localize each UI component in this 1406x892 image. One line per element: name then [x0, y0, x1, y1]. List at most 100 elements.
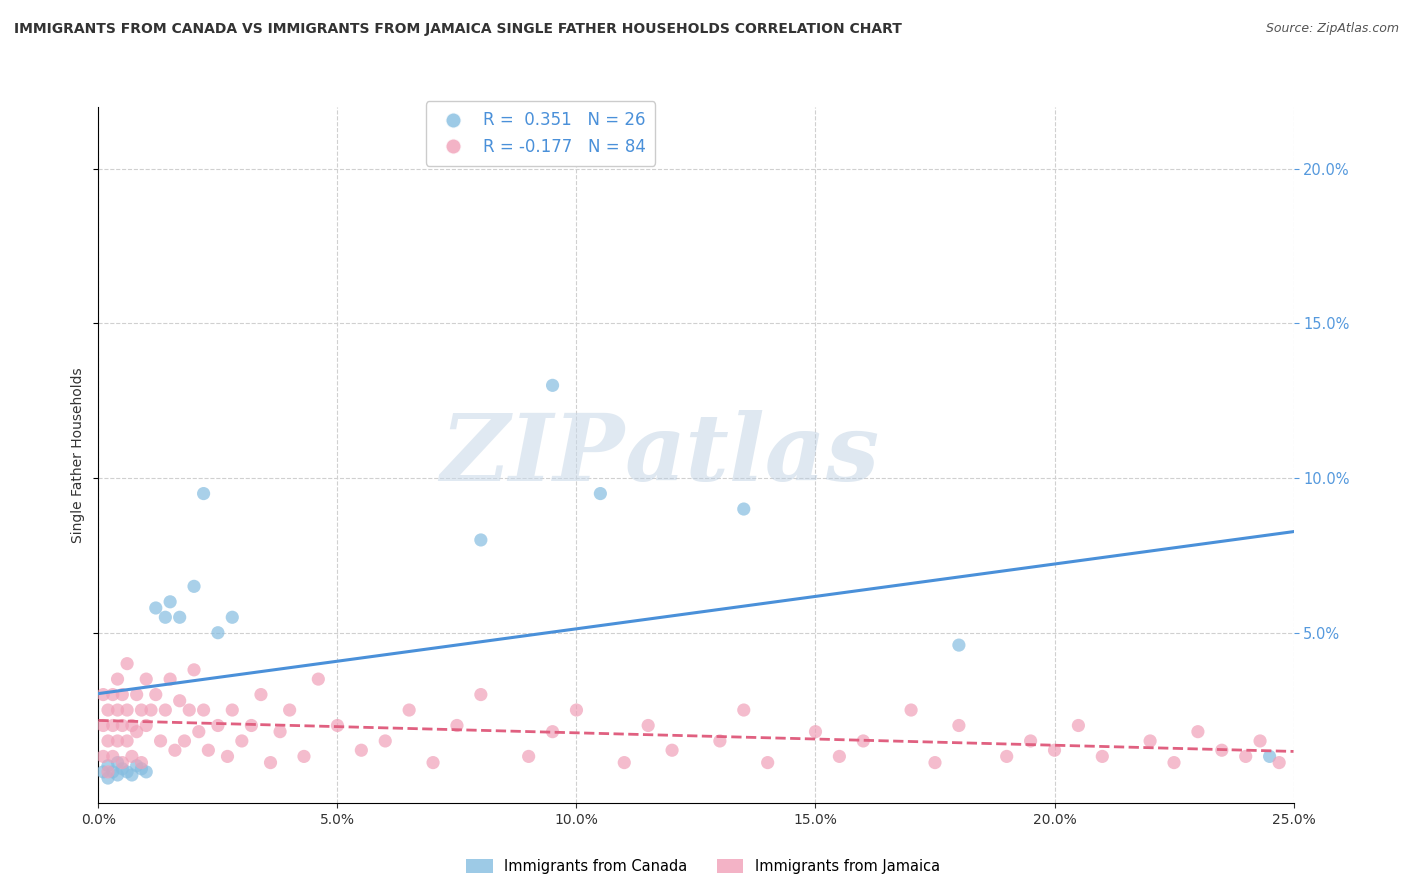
Point	[613, 756, 636, 770]
Point	[131, 703, 153, 717]
Point	[115, 734, 138, 748]
Legend: Immigrants from Canada, Immigrants from Jamaica: Immigrants from Canada, Immigrants from …	[461, 854, 945, 880]
Point	[250, 688, 273, 702]
Y-axis label: Single Father Households: Single Father Households	[72, 368, 86, 542]
Point	[97, 734, 120, 748]
Point	[131, 762, 153, 776]
Point	[135, 718, 157, 732]
Point	[183, 579, 205, 593]
Point	[374, 734, 396, 748]
Point	[169, 694, 191, 708]
Point	[637, 718, 659, 732]
Point	[135, 672, 157, 686]
Point	[183, 663, 205, 677]
Text: Source: ZipAtlas.com: Source: ZipAtlas.com	[1265, 22, 1399, 36]
Text: IMMIGRANTS FROM CANADA VS IMMIGRANTS FROM JAMAICA SINGLE FATHER HOUSEHOLDS CORRE: IMMIGRANTS FROM CANADA VS IMMIGRANTS FRO…	[14, 22, 901, 37]
Point	[101, 718, 124, 732]
Point	[1067, 718, 1090, 732]
Point	[145, 688, 167, 702]
Point	[422, 756, 444, 770]
Point	[326, 718, 349, 732]
Point	[1234, 749, 1257, 764]
Point	[541, 724, 564, 739]
Point	[828, 749, 851, 764]
Point	[101, 764, 124, 779]
Point	[995, 749, 1018, 764]
Point	[111, 718, 134, 732]
Point	[125, 724, 148, 739]
Point	[179, 703, 201, 717]
Point	[111, 756, 134, 770]
Point	[756, 756, 779, 770]
Legend: R =  0.351   N = 26, R = -0.177   N = 84: R = 0.351 N = 26, R = -0.177 N = 84	[426, 102, 655, 166]
Point	[163, 743, 186, 757]
Point	[121, 768, 143, 782]
Point	[398, 703, 420, 717]
Point	[91, 718, 114, 732]
Point	[107, 734, 129, 748]
Point	[1187, 724, 1209, 739]
Point	[231, 734, 253, 748]
Point	[107, 768, 129, 782]
Point	[97, 764, 120, 779]
Point	[111, 688, 134, 702]
Point	[159, 595, 181, 609]
Point	[470, 533, 492, 547]
Point	[1139, 734, 1161, 748]
Point	[221, 610, 243, 624]
Point	[1249, 734, 1271, 748]
Point	[852, 734, 875, 748]
Point	[91, 749, 114, 764]
Point	[149, 734, 172, 748]
Point	[107, 756, 129, 770]
Point	[350, 743, 373, 757]
Point	[101, 749, 124, 764]
Text: ZIP: ZIP	[440, 410, 624, 500]
Point	[91, 764, 114, 779]
Point	[1019, 734, 1042, 748]
Point	[541, 378, 564, 392]
Point	[97, 703, 120, 717]
Point	[159, 672, 181, 686]
Point	[1211, 743, 1233, 757]
Point	[107, 672, 129, 686]
Point	[1258, 749, 1281, 764]
Point	[217, 749, 239, 764]
Point	[470, 688, 492, 702]
Point	[948, 638, 970, 652]
Point	[115, 703, 138, 717]
Point	[733, 502, 755, 516]
Point	[924, 756, 946, 770]
Point	[173, 734, 195, 748]
Point	[97, 771, 120, 785]
Point	[269, 724, 291, 739]
Point	[169, 610, 191, 624]
Point	[115, 657, 138, 671]
Point	[121, 749, 143, 764]
Point	[221, 703, 243, 717]
Point	[1268, 756, 1291, 770]
Point	[125, 688, 148, 702]
Point	[107, 703, 129, 717]
Point	[125, 758, 148, 772]
Point	[121, 718, 143, 732]
Text: atlas: atlas	[624, 410, 880, 500]
Point	[259, 756, 281, 770]
Point	[900, 703, 922, 717]
Point	[111, 762, 134, 776]
Point	[565, 703, 588, 717]
Point	[1043, 743, 1066, 757]
Point	[733, 703, 755, 717]
Point	[1163, 756, 1185, 770]
Point	[292, 749, 315, 764]
Point	[207, 718, 229, 732]
Point	[193, 703, 215, 717]
Point	[307, 672, 329, 686]
Point	[193, 486, 215, 500]
Point	[131, 756, 153, 770]
Point	[709, 734, 731, 748]
Point	[155, 610, 177, 624]
Point	[517, 749, 540, 764]
Point	[101, 688, 124, 702]
Point	[207, 625, 229, 640]
